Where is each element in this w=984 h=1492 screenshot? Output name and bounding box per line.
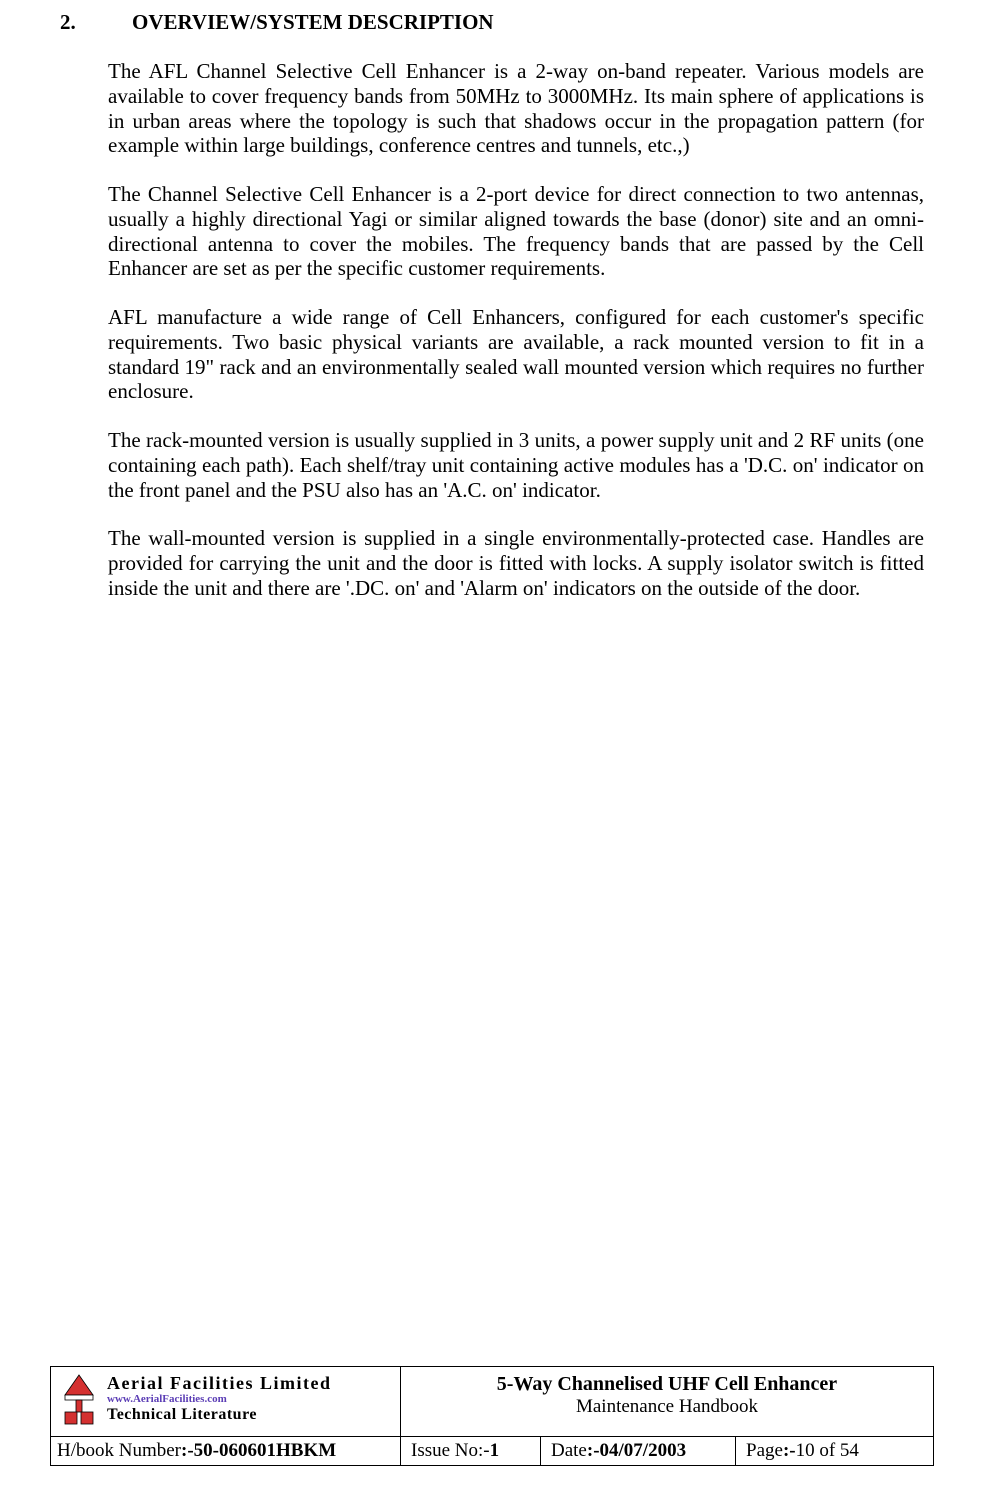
company-logo-block: Aerial Facilities Limited www.AerialFaci… bbox=[55, 1371, 396, 1427]
page-cell: Page:-10 of 54 bbox=[736, 1437, 933, 1465]
paragraph-5: The wall-mounted version is supplied in … bbox=[108, 526, 924, 600]
paragraph-3: AFL manufacture a wide range of Cell Enh… bbox=[108, 305, 924, 404]
paragraph-1: The AFL Channel Selective Cell Enhancer … bbox=[108, 59, 924, 158]
company-url: www.AerialFacilities.com bbox=[107, 1394, 227, 1406]
hbook-value: :-50-060601HBKM bbox=[181, 1440, 336, 1461]
footer-title-cell: 5-Way Channelised UHF Cell Enhancer Main… bbox=[401, 1367, 933, 1436]
logo-text-stack: Aerial Facilities Limited www.AerialFaci… bbox=[107, 1374, 331, 1423]
page-number: 10 of 54 bbox=[796, 1440, 859, 1461]
date-label: Date bbox=[551, 1440, 587, 1461]
section-title: OVERVIEW/SYSTEM DESCRIPTION bbox=[132, 10, 494, 35]
hbook-number-cell: H/book Number:-50-060601HBKM bbox=[51, 1437, 401, 1465]
issue-value: 1 bbox=[490, 1440, 500, 1461]
footer-table: Aerial Facilities Limited www.AerialFaci… bbox=[50, 1366, 934, 1466]
document-subtitle: Maintenance Handbook bbox=[409, 1396, 925, 1418]
issue-cell: Issue No:-1 bbox=[401, 1437, 541, 1465]
paragraph-4: The rack-mounted version is usually supp… bbox=[108, 428, 924, 502]
section-heading: 2. OVERVIEW/SYSTEM DESCRIPTION bbox=[60, 10, 924, 35]
section-number: 2. bbox=[60, 10, 132, 35]
date-value: :-04/07/2003 bbox=[587, 1440, 686, 1461]
body-text: The AFL Channel Selective Cell Enhancer … bbox=[60, 59, 924, 601]
footer-top-row: Aerial Facilities Limited www.AerialFaci… bbox=[51, 1367, 933, 1437]
issue-label: Issue No:- bbox=[411, 1440, 490, 1461]
company-logo-icon bbox=[59, 1373, 99, 1425]
page-value: :- bbox=[783, 1440, 796, 1461]
footer-logo-cell: Aerial Facilities Limited www.AerialFaci… bbox=[51, 1367, 401, 1436]
hbook-label: H/book Number bbox=[57, 1440, 181, 1461]
paragraph-2: The Channel Selective Cell Enhancer is a… bbox=[108, 182, 924, 281]
document-title: 5-Way Channelised UHF Cell Enhancer bbox=[409, 1373, 925, 1396]
footer-bottom-row: H/book Number:-50-060601HBKM Issue No:-1… bbox=[51, 1437, 933, 1465]
page-content: 2. OVERVIEW/SYSTEM DESCRIPTION The AFL C… bbox=[0, 0, 984, 601]
company-tagline: Technical Literature bbox=[107, 1407, 257, 1424]
page-label: Page bbox=[746, 1440, 783, 1461]
date-cell: Date:-04/07/2003 bbox=[541, 1437, 736, 1465]
company-name: Aerial Facilities Limited bbox=[107, 1374, 331, 1393]
